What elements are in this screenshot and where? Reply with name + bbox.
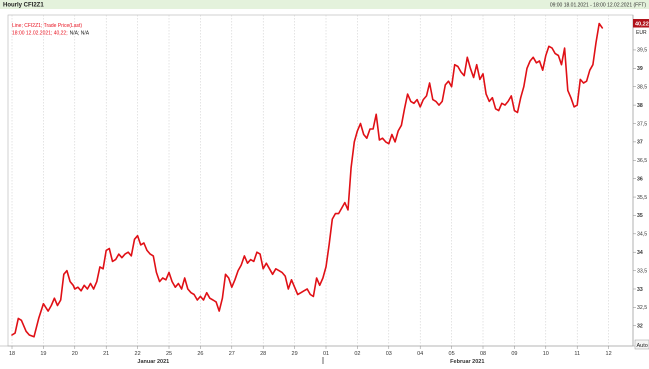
header-bar <box>0 0 649 9</box>
month-label: Februar 2021 <box>450 359 484 365</box>
legend-series: Line; CFI2Z1; Trade Price(Last) <box>12 23 82 29</box>
y-tick-label: 33,5 <box>637 268 647 274</box>
last-price-value: 40,22 <box>635 21 649 27</box>
legend-last-values: N/A; N/A <box>70 31 90 37</box>
x-tick-label: 26 <box>197 351 203 357</box>
y-tick-label: 34,5 <box>637 232 647 238</box>
x-axis-ticks: 18 19 20 21 22 25 26 27 28 29 01 02 03 04 05 08 09 10 11 12 <box>9 346 612 357</box>
month-labels: Januar 2021 Februar 2021 <box>137 359 484 365</box>
y-tick-label: 36 <box>637 176 643 182</box>
legend-last-red: 18:00 12.02.2021; 40,22; <box>12 31 68 37</box>
x-tick-label: 20 <box>72 351 78 357</box>
last-price-marker <box>633 19 649 28</box>
currency-label: EUR <box>636 30 647 36</box>
auto-scale-button[interactable] <box>634 339 649 350</box>
x-tick-label: 11 <box>574 351 580 357</box>
x-tick-label: 22 <box>135 351 141 357</box>
x-tick-label: 19 <box>40 351 46 357</box>
x-tick-label: 05 <box>449 351 455 357</box>
y-tick-label: 38 <box>637 103 643 109</box>
x-tick-label: 18 <box>9 351 15 357</box>
vertical-gridlines <box>11 15 609 346</box>
y-tick-label: 39 <box>637 66 643 72</box>
x-tick-label: 12 <box>606 351 612 357</box>
chart-title: Hourly CFI2Z1 <box>3 3 44 9</box>
x-tick-label: 09 <box>511 351 517 357</box>
y-tick-label: 34 <box>637 250 643 256</box>
x-tick-label: 04 <box>417 351 423 357</box>
x-tick-label: 25 <box>166 351 172 357</box>
y-tick-label: 32 <box>637 324 643 330</box>
y-tick-label: 37,5 <box>637 121 647 127</box>
x-tick-label: 08 <box>480 351 486 357</box>
y-tick-label: 39,5 <box>637 48 647 54</box>
month-label: Januar 2021 <box>137 359 169 365</box>
y-axis-ticks: 32 32,5 33 33,5 34 34,5 35 35,5 36 36,5 37 37,5 38 38… <box>633 48 647 330</box>
y-tick-label: 35 <box>637 213 643 219</box>
plot-area <box>7 14 634 347</box>
x-tick-label: 10 <box>543 351 549 357</box>
x-tick-label: 27 <box>229 351 235 357</box>
auto-scale-label: Auto <box>637 343 648 349</box>
x-tick-label: 01 <box>323 351 329 357</box>
y-tick-label: 36,5 <box>637 158 647 164</box>
y-tick-label: 32,5 <box>637 305 647 311</box>
x-tick-label: 28 <box>260 351 266 357</box>
y-tick-label: 37 <box>637 140 643 146</box>
x-tick-label: 29 <box>292 351 298 357</box>
x-tick-label: 21 <box>103 351 109 357</box>
y-tick-label: 38,5 <box>637 85 647 91</box>
y-tick-label: 35,5 <box>637 195 647 201</box>
x-tick-label: 03 <box>386 351 392 357</box>
y-tick-label: 33 <box>637 287 643 293</box>
date-range: 09:00 18.01.2021 - 18:00 12.02.2021 (FFT… <box>550 3 647 9</box>
x-tick-label: 02 <box>354 351 360 357</box>
price-series-line <box>11 22 604 338</box>
